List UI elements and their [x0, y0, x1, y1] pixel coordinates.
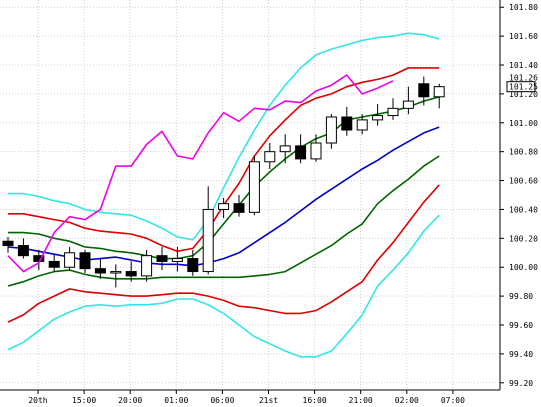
y-tick-label: 101.80 — [509, 3, 538, 12]
candle-body-bullish — [356, 119, 368, 131]
candle-body-bearish — [341, 116, 353, 131]
x-tick-label: 16:00 — [303, 396, 327, 405]
y-tick-label: 99.60 — [509, 321, 533, 330]
candle-body-bearish — [295, 145, 307, 160]
price-overlay-label: 101.26 — [509, 74, 538, 83]
y-tick-label: 99.20 — [509, 379, 533, 388]
candle-body-bearish — [125, 271, 137, 277]
candle-body-bearish — [233, 203, 245, 213]
band-1sigma-lower-line — [7, 155, 440, 287]
x-tick-label: 07:00 — [441, 396, 465, 405]
candle-body-bullish — [202, 208, 214, 273]
x-tick-label: 21:00 — [349, 396, 373, 405]
candle-body-bullish — [325, 116, 337, 144]
y-tick-label: 100.40 — [509, 205, 538, 214]
candle-body-bullish — [64, 252, 76, 268]
y-tick-label: 101.20 — [509, 90, 538, 99]
x-tick-label: 01:00 — [164, 396, 188, 405]
band-1sigma-upper-line — [8, 96, 440, 260]
current-price-box — [506, 81, 536, 93]
candle-body-bullish — [141, 255, 153, 277]
candle-body-bullish — [387, 107, 399, 117]
y-tick-label: 101.60 — [509, 32, 538, 41]
y-tick-label: 99.40 — [509, 350, 533, 359]
x-tick-label: 15:00 — [72, 396, 96, 405]
candle-body-bearish — [48, 260, 60, 268]
y-axis: 101.80 101.60 101.40 101.20 101.00 100.80 100.… — [500, 3, 538, 388]
candlesticks — [2, 76, 445, 288]
x-tick-label: 21st — [259, 396, 278, 405]
lagging-span-layer — [7, 74, 394, 273]
candle-body-bullish — [372, 115, 384, 121]
candle-body-bearish — [79, 252, 91, 270]
current-price-label: 101.25 — [509, 83, 538, 92]
current-price-marker: 101.26 101.25 — [506, 74, 538, 93]
x-tick-label: 20:00 — [118, 396, 142, 405]
x-tick-label: 20th — [28, 396, 47, 405]
y-tick-label: 100.00 — [509, 263, 538, 272]
candle-body-bullish — [433, 86, 445, 98]
candle-body-bullish — [171, 258, 183, 262]
candle-body-bullish — [110, 271, 122, 274]
y-tick-label: 100.20 — [509, 234, 538, 243]
y-tick-label: 100.80 — [509, 148, 538, 157]
candle-body-bullish — [218, 203, 230, 210]
candle-body-bullish — [402, 100, 414, 109]
candle-body-bearish — [17, 245, 29, 257]
indicator-lines — [7, 32, 440, 358]
candle-body-bearish — [94, 268, 106, 274]
candle-body-bullish — [310, 142, 322, 160]
candle-body-bearish — [2, 240, 14, 247]
candle-body-bearish — [187, 258, 199, 273]
candle-body-bullish — [248, 161, 260, 213]
x-axis: 20th 15:00 20:00 01:00 06:00 21st 16:00 21:00 02… — [28, 390, 465, 405]
candle-body-bearish — [418, 83, 430, 98]
x-tick-label: 06:00 — [210, 396, 234, 405]
y-tick-label: 101.40 — [509, 61, 538, 70]
lagging-span-line — [7, 74, 394, 273]
band-2sigma-lower-line — [7, 184, 440, 323]
x-tick-label: 02:00 — [395, 396, 419, 405]
y-tick-label: 100.60 — [509, 177, 538, 186]
candle-body-bullish — [264, 151, 276, 163]
candle-body-bearish — [156, 255, 168, 262]
band-3sigma-lower-line — [7, 214, 440, 358]
band-3sigma-upper-line — [8, 32, 440, 241]
y-tick-label: 99.80 — [509, 292, 533, 301]
y-tick-label: 101.00 — [509, 119, 538, 128]
candle-body-bullish — [279, 145, 291, 153]
